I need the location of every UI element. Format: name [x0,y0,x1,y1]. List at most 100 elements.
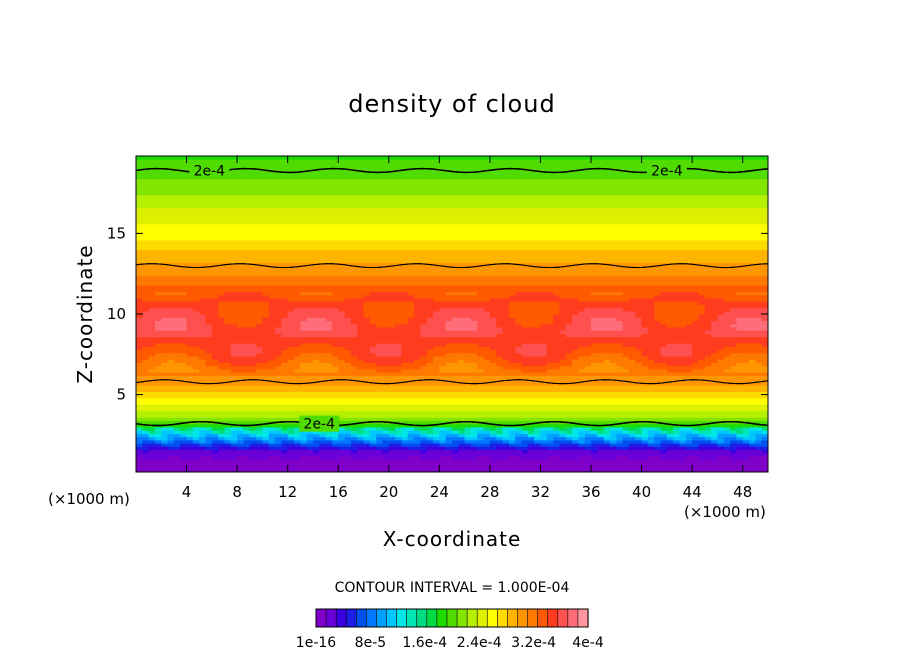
field-cell [749,449,756,454]
field-cell [344,326,352,331]
field-cell [256,339,263,344]
field-cell [211,413,219,418]
field-cell [730,346,737,351]
field-cell [262,420,270,425]
field-cell [300,368,308,373]
field-cell [654,372,662,376]
field-cell [243,407,251,412]
field-cell [761,430,768,434]
field-cell [376,397,384,402]
field-cell [268,343,276,347]
field-cell [420,430,428,434]
field-cell [572,439,579,444]
field-cell [685,368,693,373]
field-cell [294,455,301,460]
field-cell [180,323,188,328]
field-cell [679,426,687,431]
field-cell [243,346,251,351]
field-cell [635,378,643,383]
field-cell [256,426,263,431]
field-cell [464,413,472,418]
field-cell [369,439,377,444]
field-cell [363,410,371,415]
field-cell [679,372,687,376]
field-cell [515,446,523,451]
field-cell [154,465,162,470]
field-cell [192,394,200,399]
field-cell [382,330,390,334]
field-cell [464,333,472,338]
field-cell [300,330,308,334]
field-cell [565,355,573,360]
field-cell [502,455,510,460]
field-cell [161,310,169,315]
field-cell [647,452,655,457]
field-cell [287,413,295,418]
field-cell [237,413,245,418]
field-cell [243,436,251,441]
field-cell [154,430,162,434]
field-cell [477,449,485,454]
field-cell [641,330,649,334]
field-cell [660,346,668,351]
field-cell [249,426,257,431]
field-cell [730,323,737,328]
field-cell [325,446,333,451]
field-cell [192,310,200,315]
field-cell [660,391,668,396]
field-cell [287,459,295,463]
field-cell [256,381,263,386]
field-cell [357,384,365,389]
field-cell [654,394,662,399]
field-cell [666,381,674,386]
field-cell [704,333,712,338]
field-cell [610,436,617,441]
field-cell [679,407,687,412]
field-cell [180,420,188,425]
field-cell [755,459,763,463]
field-cell [635,426,643,431]
field-cell [641,323,649,328]
field-cell [180,365,188,370]
field-cell [704,381,712,386]
field-cell [167,446,175,451]
field-cell [742,343,750,347]
field-cell [730,372,737,376]
field-cell [622,455,630,460]
field-cell [591,452,598,457]
field-cell [483,333,491,338]
field-cell [262,333,270,338]
field-cell [401,410,409,415]
field-cell [154,407,162,412]
field-cell [477,365,485,370]
field-cell [275,314,282,318]
field-cell [685,462,693,467]
field-cell [192,391,200,396]
field-cell [470,394,478,399]
field-cell [439,326,447,331]
field-cell [218,439,226,444]
field-cell [192,426,200,431]
field-cell [331,349,339,354]
field-cell [755,423,763,428]
field-cell [742,433,750,438]
field-cell [489,314,497,318]
field-cell [445,455,453,460]
field-cell [489,375,497,380]
field-cell [294,333,301,338]
field-cell [578,452,586,457]
field-cell [205,430,213,434]
field-cell [414,346,421,351]
field-cell [420,368,428,373]
field-cell [597,330,605,334]
field-cell [433,310,440,315]
field-cell [426,339,434,344]
field-cell [369,404,377,409]
field-cell [161,352,169,357]
field-cell [452,355,459,360]
field-cell [736,394,744,399]
field-cell [458,407,466,412]
field-cell [211,394,219,399]
field-cell [350,452,358,457]
field-cell [584,343,592,347]
